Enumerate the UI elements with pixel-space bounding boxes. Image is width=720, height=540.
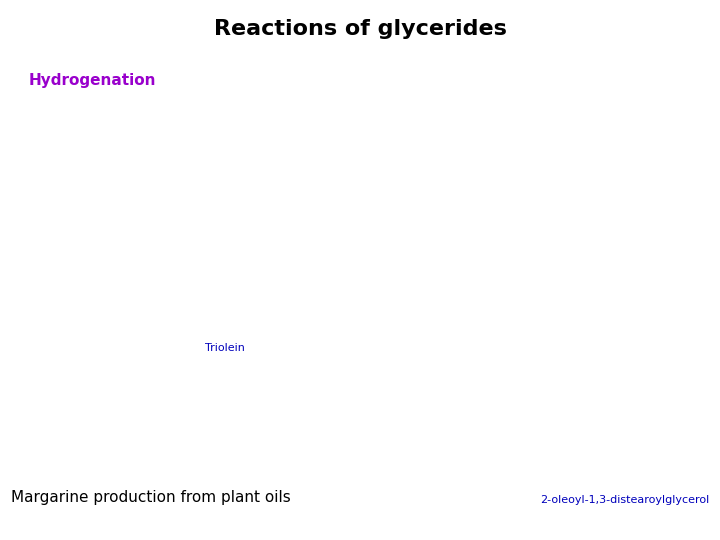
Text: Reactions of glycerides: Reactions of glycerides [214,19,506,39]
Text: Margarine production from plant oils: Margarine production from plant oils [11,490,291,505]
Text: Hydrogenation: Hydrogenation [29,73,156,88]
Text: 2-oleoyl-1,3-distearoylglycerol: 2-oleoyl-1,3-distearoylglycerol [540,495,709,505]
Text: Triolein: Triolein [205,343,245,353]
